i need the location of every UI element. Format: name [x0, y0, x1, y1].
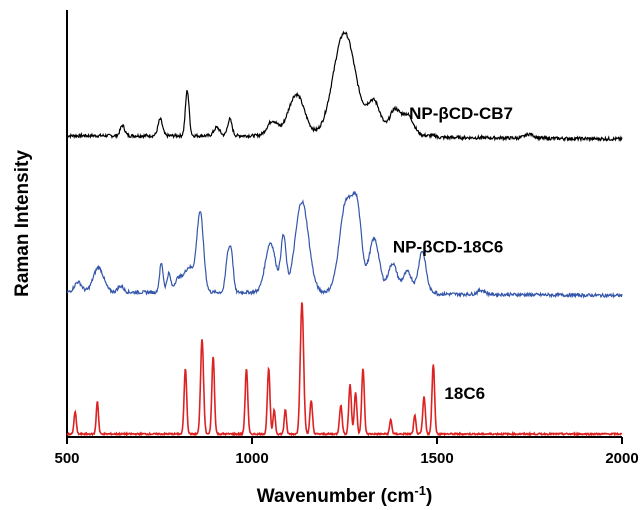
series-label-2: NP-βCD-18C6: [393, 238, 504, 257]
series-label-1: NP-βCD-CB7: [409, 104, 513, 123]
series-label-3: 18C6: [444, 384, 485, 403]
spectrum-line-1: [66, 30, 623, 143]
x-tick-label: 1000: [235, 450, 268, 467]
x-ticks: 500 1000 1500 2000: [54, 437, 639, 467]
series-labels: NP-βCD-CB7 NP-βCD-18C6 18C6: [393, 104, 513, 403]
x-tick-label: 1500: [420, 450, 453, 467]
x-axis-title-superscript: -1: [414, 483, 426, 498]
spectrum-line-2: [66, 190, 623, 299]
x-axis-title-tail: ): [426, 486, 432, 507]
y-axis-title: Raman Intensity: [12, 150, 33, 297]
plot-area: 500 1000 1500 2000 NP-βCD-CB7 NP-βCD-18C6 18C…: [54, 10, 639, 467]
x-tick-label: 2000: [605, 450, 638, 467]
x-tick-label: 500: [54, 450, 79, 467]
series-group: [66, 30, 623, 437]
x-axis-title-main: Wavenumber (cm: [257, 486, 415, 507]
spectrum-line-3: [66, 302, 623, 437]
x-axis-title: Wavenumber (cm-1): [257, 483, 433, 508]
